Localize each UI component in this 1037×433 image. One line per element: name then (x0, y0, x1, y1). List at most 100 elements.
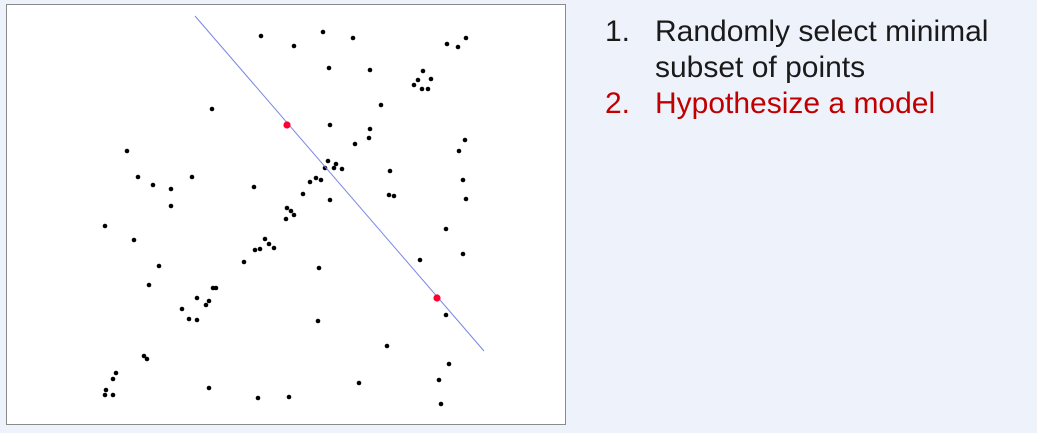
data-point (315, 318, 321, 324)
step-1-text: Randomly select minimal subset of points (655, 15, 989, 84)
data-point (411, 82, 417, 88)
data-point (291, 43, 297, 49)
data-point (391, 193, 397, 199)
data-point (131, 237, 137, 243)
data-point (284, 205, 290, 211)
data-point (283, 216, 289, 222)
data-point (194, 317, 200, 323)
sample-points (283, 121, 441, 302)
data-point (444, 41, 450, 47)
data-point (209, 106, 215, 112)
data-point (186, 316, 192, 322)
data-point (141, 353, 147, 359)
data-point (179, 306, 185, 312)
plot-frame (6, 4, 566, 425)
data-point (350, 35, 356, 41)
data-point (150, 182, 156, 188)
data-point (420, 68, 426, 74)
data-point (146, 282, 152, 288)
step-2-text: Hypothesize a model (655, 87, 936, 120)
data-point (331, 165, 337, 171)
data-point (428, 76, 434, 82)
data-point (325, 158, 331, 164)
data-point (352, 141, 358, 147)
data-point (251, 184, 257, 190)
data-point (367, 67, 373, 73)
data-point (255, 395, 261, 401)
data-point (300, 191, 306, 197)
data-point (417, 257, 423, 263)
data-point (252, 247, 258, 253)
data-point (318, 177, 324, 183)
data-point (460, 177, 466, 183)
data-point (156, 263, 162, 269)
data-point (110, 392, 116, 398)
data-point (102, 223, 108, 229)
data-point (339, 166, 345, 172)
data-point (378, 102, 384, 108)
data-point (460, 251, 466, 257)
data-point (436, 377, 442, 383)
data-point (241, 259, 247, 265)
data-point (286, 394, 292, 400)
data-point (384, 343, 390, 349)
data-point (443, 312, 449, 318)
data-point (113, 370, 119, 376)
data-point (288, 208, 294, 214)
steps-list: 1. Randomly select minimal subset of poi… (605, 14, 1035, 122)
data-point (463, 196, 469, 202)
data-point (102, 392, 108, 398)
data-point (463, 35, 469, 41)
data-point (438, 401, 444, 407)
data-point (307, 179, 313, 185)
sample-point (433, 294, 441, 302)
data-point (415, 77, 421, 83)
data-point (124, 148, 130, 154)
step-2: 2. Hypothesize a model (605, 86, 1035, 122)
data-point (262, 236, 268, 242)
data-point (144, 356, 150, 362)
step-2-number: 2. (605, 87, 631, 120)
data-point (456, 148, 462, 154)
data-point (168, 203, 174, 209)
data-point (266, 241, 272, 247)
data-point (213, 285, 219, 291)
data-point (168, 186, 174, 192)
data-point (316, 265, 322, 271)
data-point (386, 192, 392, 198)
data-point (320, 29, 326, 35)
data-point (366, 135, 372, 141)
data-point (327, 122, 333, 128)
data-point (356, 380, 362, 386)
data-point (103, 387, 109, 393)
sample-point (283, 121, 291, 129)
data-point (327, 197, 333, 203)
data-point (203, 302, 209, 308)
data-point (110, 376, 116, 382)
data-point (258, 33, 264, 39)
data-point (291, 212, 297, 218)
data-point (446, 361, 452, 367)
data-point (135, 174, 141, 180)
data-point (333, 161, 339, 167)
scatter-plot (102, 15, 485, 407)
step-1-number: 1. (605, 15, 631, 48)
data-point (189, 174, 195, 180)
data-point (206, 385, 212, 391)
data-point (443, 226, 449, 232)
data-point (257, 246, 263, 252)
data-point (455, 44, 461, 50)
data-point (271, 245, 277, 251)
data-point (313, 175, 319, 181)
data-point (322, 165, 328, 171)
data-point (194, 295, 200, 301)
data-point (425, 86, 431, 92)
data-point (419, 86, 425, 92)
data-points (102, 29, 469, 407)
data-point (462, 137, 468, 143)
step-1: 1. Randomly select minimal subset of poi… (605, 14, 1035, 86)
data-point (206, 298, 212, 304)
model-line (194, 15, 485, 352)
data-point (367, 126, 373, 132)
data-point (326, 65, 332, 71)
